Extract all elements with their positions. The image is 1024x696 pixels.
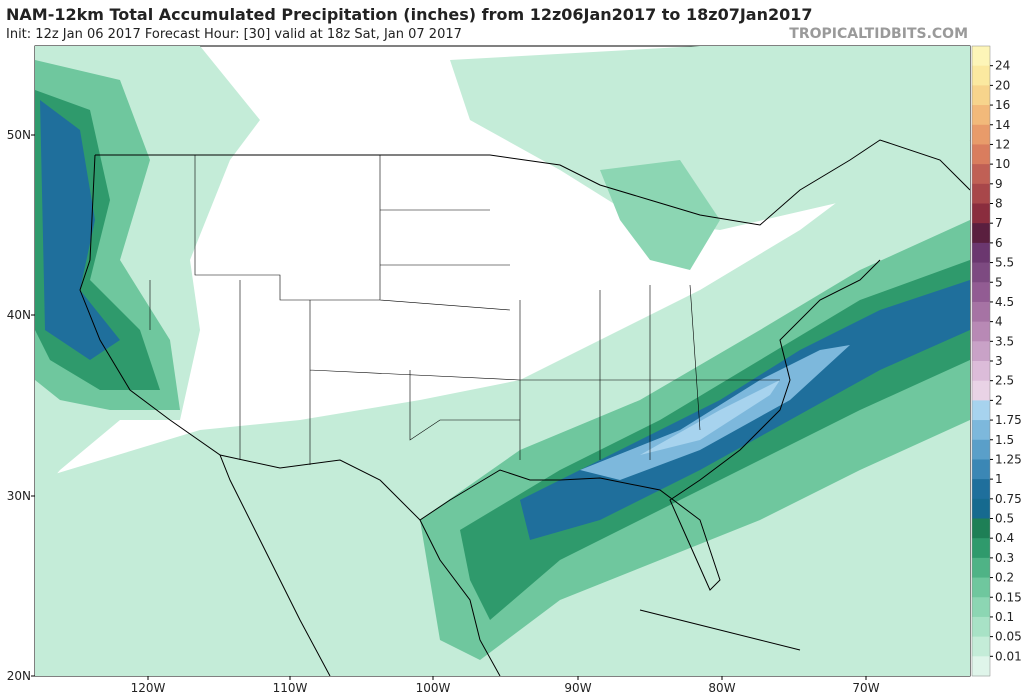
colorbar-segment: [972, 479, 990, 500]
colorbar-label: 5.5: [995, 256, 1014, 270]
colorbar-segment: [972, 616, 990, 638]
lat-label: 30N: [7, 489, 31, 503]
colorbar-label: 0.5: [995, 512, 1014, 526]
colorbar-segment: [972, 577, 990, 598]
colorbar-segment: [972, 420, 990, 441]
colorbar-label: 16: [995, 98, 1010, 112]
site-label: TROPICALTIDBITS.COM: [789, 26, 968, 42]
colorbar-label: 0.01: [995, 649, 1022, 663]
colorbar-label: 0.75: [995, 492, 1022, 506]
colorbar-label: 2: [995, 393, 1003, 407]
lon-label: 110W: [273, 681, 308, 695]
lon-label: 70W: [852, 681, 879, 695]
subtitle: Init: 12z Jan 06 2017 Forecast Hour: [30…: [6, 27, 462, 42]
colorbar-label: 6: [995, 236, 1003, 250]
colorbar-label: 0.4: [995, 531, 1014, 545]
colorbar-segment: [972, 242, 990, 264]
colorbar-label: 4.5: [995, 295, 1014, 309]
colorbar-label: 10: [995, 157, 1010, 171]
lon-label: 100W: [416, 681, 451, 695]
colorbar-label: 0.05: [995, 630, 1022, 644]
colorbar-label: 4: [995, 315, 1003, 329]
colorbar-segment: [972, 144, 990, 165]
lat-label: 50N: [7, 128, 31, 142]
colorbar-label: 8: [995, 197, 1003, 211]
colorbar-label: 3.5: [995, 334, 1014, 348]
colorbar-label: 2.5: [995, 374, 1014, 388]
colorbar-segment: [972, 400, 990, 421]
colorbar-segment: [972, 656, 990, 677]
colorbar-segment: [972, 282, 990, 303]
colorbar-label: 5: [995, 275, 1003, 289]
colorbar-segment: [972, 538, 990, 559]
colorbar-segment: [972, 183, 990, 204]
colorbar-segment: [972, 262, 990, 283]
colorbar-segment: [972, 65, 990, 86]
colorbar-label: 3: [995, 354, 1003, 368]
title: NAM-12km Total Accumulated Precipitation…: [6, 5, 813, 24]
colorbar-label: 0.15: [995, 590, 1022, 604]
coastlines: [79, 139, 970, 676]
colorbar-label: 1: [995, 472, 1003, 486]
colorbar-segment: [972, 46, 990, 67]
lon-label: 90W: [564, 681, 591, 695]
colorbar-label: 1.25: [995, 452, 1022, 466]
colorbar-segment: [972, 636, 990, 657]
lon-label: 80W: [708, 681, 735, 695]
state-lines: [149, 155, 780, 465]
lat-label: 20N: [7, 669, 31, 683]
colorbar-segment: [972, 321, 990, 342]
colorbar-segment: [972, 105, 990, 126]
colorbar-label: 14: [995, 118, 1010, 132]
colorbar-segment: [972, 518, 990, 539]
colorbar-segment: [972, 439, 990, 460]
colorbar-segment: [972, 341, 990, 362]
colorbar-segment: [972, 498, 990, 519]
colorbar-segment: [972, 459, 990, 480]
lon-label: 120W: [131, 681, 166, 695]
axis-labels: 50N 40N 30N 20N 120W 110W 100W 90W 80W 70W: [7, 128, 880, 695]
colorbar-label: 20: [995, 78, 1010, 92]
colorbar-label: 0.2: [995, 571, 1014, 585]
colorbar-segment: [972, 597, 990, 618]
colorbar-segment: [972, 380, 990, 401]
colorbar-segment: [972, 223, 990, 244]
colorbar-segment: [972, 85, 990, 106]
precip: [35, 46, 970, 676]
colorbar-segment: [972, 124, 990, 145]
colorbar-segment: [972, 301, 990, 323]
colorbar-label: 1.75: [995, 413, 1022, 427]
colorbar-label: 12: [995, 137, 1010, 151]
colorbar-label: 0.3: [995, 551, 1014, 565]
lat-label: 40N: [7, 308, 31, 322]
colorbar-label: 24: [995, 59, 1010, 73]
colorbar-segment: [972, 557, 990, 579]
colorbar-segment: [972, 164, 990, 185]
colorbar-label: 9: [995, 177, 1003, 191]
colorbar-label: 1.5: [995, 433, 1014, 447]
colorbar-segment: [972, 203, 990, 224]
colorbar-segment: [972, 361, 990, 382]
colorbar: 24 20 16 14 12 10 9 8 7 6 5.5 5 4.5 4 3.5 3 2.5 2 1.75 1.5 1…: [971, 45, 1022, 677]
map: [34, 45, 971, 677]
colorbar-label: 7: [995, 216, 1003, 230]
colorbar-label: 0.1: [995, 610, 1014, 624]
